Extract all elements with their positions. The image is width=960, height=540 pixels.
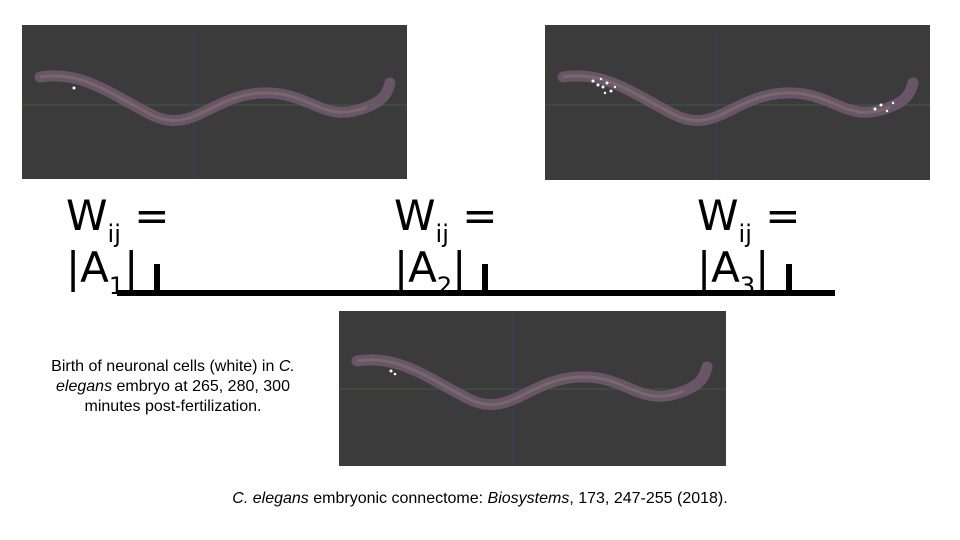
timeline-axis bbox=[117, 290, 835, 296]
worm-illustration bbox=[339, 311, 726, 466]
citation: C. elegans embryonic connectome: Biosyst… bbox=[232, 490, 728, 507]
equation-2: Wij = |A2| bbox=[394, 191, 498, 301]
timeline-tick-1 bbox=[154, 264, 160, 294]
equation-3: Wij = |A3| bbox=[697, 191, 801, 301]
timeline-tick-3 bbox=[786, 264, 792, 294]
equation-1: Wij = |A1| bbox=[66, 191, 170, 301]
figure-caption: Birth of neuronal cells (white) in C. el… bbox=[51, 358, 295, 415]
embryo-image-300 bbox=[545, 25, 930, 180]
worm-illustration bbox=[545, 25, 930, 180]
embryo-image-280 bbox=[339, 311, 726, 466]
timeline-tick-2 bbox=[482, 264, 488, 294]
embryo-image-265 bbox=[22, 25, 407, 179]
worm-illustration bbox=[22, 25, 407, 179]
